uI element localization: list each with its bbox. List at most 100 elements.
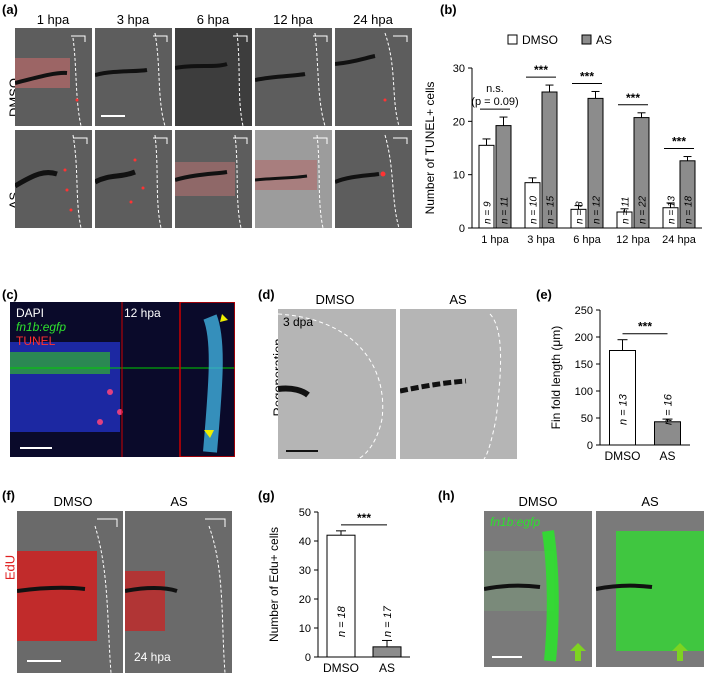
y-tick-label: 20 [299,594,311,606]
col-header-dmso: DMSO [518,494,558,509]
y-axis-label: Number of TUNEL+ cells [423,82,437,215]
micro-as-12hpa [255,130,332,228]
y-axis-label: Number of Edu+ cells [267,527,281,642]
micro-h-dmso [484,511,592,667]
bar [609,350,636,446]
x-tick-label: 1 hpa [481,234,509,246]
col-header-6hpa: 6 hpa [196,12,230,27]
y-axis-label: Fin fold length (μm) [549,326,563,430]
y-tick-label: 0 [587,440,593,452]
arrow-up-icon [570,643,586,661]
significance-label: *** [357,511,371,525]
n-label: n = 22 [638,195,649,224]
significance-pvalue: (p = 0.09) [471,96,518,108]
col-header-as: AS [449,292,467,307]
col-header-dmso: DMSO [53,494,93,509]
panel-b-label: (b) [440,2,457,17]
y-tick-label: 30 [299,565,311,577]
micro-dmso-3hpa [95,28,172,126]
n-label: n = 18 [684,195,695,224]
col-header-as: AS [170,494,188,509]
significance-label: *** [580,69,594,83]
y-tick-label: 30 [453,63,465,75]
significance-label: n.s. [486,83,504,95]
bar [478,144,495,229]
n-label: n = 18 [336,605,348,637]
x-tick-label: DMSO [605,449,641,463]
micro-c-tunel [10,302,235,457]
label-fn1b-egfp: fn1b:egfp [16,320,67,334]
y-tick-label: 20 [453,116,465,128]
y-tick-label: 0 [305,652,311,664]
chart-g: 0 10 20 30 40 50 Number of Edu+ cells n = 18 DMS… [267,507,410,675]
significance-label: *** [534,63,548,77]
micro-as-1hpa [15,130,92,228]
legend-swatch-as [581,34,592,45]
label-3dpa: 3 dpa [283,315,314,329]
micro-dmso-6hpa [175,28,252,126]
micro-dmso-12hpa [255,28,332,126]
label-tunel: TUNEL [16,334,56,348]
y-tick-label: 0 [459,223,465,235]
significance-label: *** [626,91,640,105]
micro-as-6hpa [175,130,252,228]
chart-b: 0 10 20 30 Number of TUNEL+ cells DMSO AS n = 9… [423,33,702,246]
micro-d-dmso [278,309,396,459]
panel-f-label: (f) [2,488,15,503]
n-label: n = 17 [382,605,394,637]
col-header-1hpa: 1 hpa [36,12,70,27]
legend-label-dmso: DMSO [522,33,558,47]
y-tick-label: 10 [299,623,311,635]
n-label: n = 11 [621,197,632,224]
n-label: n = 8 [575,201,586,224]
col-header-24hpa: 24 hpa [353,12,393,27]
n-label: n = 10 [529,195,540,224]
panel-g-label: (g) [258,488,275,503]
col-header-dmso: DMSO [315,292,355,307]
col-header-12hpa: 12 hpa [273,12,313,27]
micro-f-as [125,511,232,673]
significance-label: *** [638,320,652,334]
panel-h-label: (h) [438,488,455,503]
x-tick-label: AS [379,661,395,675]
y-tick-label: 50 [299,507,311,519]
panel-e-label: (e) [536,287,552,302]
n-label: n = 9 [483,201,494,224]
x-tick-label: 24 hpa [662,234,697,246]
col-header-3hpa: 3 hpa [116,12,150,27]
significance-label: *** [672,135,686,149]
panel-c-label: (c) [2,287,18,302]
y-tick-label: 40 [299,536,311,548]
label-fn1b-egfp: fn1b:egfp [490,515,541,529]
arrow-up-icon [672,643,688,661]
y-tick-label: 200 [575,332,593,344]
y-tick-label: 10 [453,170,465,182]
panel-d-label: (d) [258,287,275,302]
col-header-as: AS [641,494,659,509]
micro-as-3hpa [95,130,172,228]
x-tick-label: AS [659,449,675,463]
y-tick-label: 100 [575,386,593,398]
y-tick-label: 250 [575,305,593,317]
bar [372,646,402,658]
micro-d-as [400,309,517,459]
y-tick-label: 50 [581,413,593,425]
n-label: n = 15 [546,195,557,224]
legend-label-as: AS [596,33,612,47]
label-24hpa: 24 hpa [134,650,171,664]
panel-a-label: (a) [2,2,18,17]
micro-f-dmso [17,511,123,673]
legend-swatch-dmso [507,34,518,45]
micro-dmso-1hpa [15,28,92,126]
label-dapi: DAPI [16,306,45,320]
x-tick-label: 12 hpa [616,234,651,246]
label-12hpa: 12 hpa [124,306,161,320]
x-tick-label: 6 hpa [573,234,601,246]
micro-h-as [596,511,704,667]
n-label: n = 13 [667,195,678,224]
micro-as-24hpa [335,130,412,228]
n-label: n = 16 [663,393,675,425]
n-label: n = 13 [618,393,630,425]
bar [326,534,356,658]
y-tick-label: 150 [575,359,593,371]
